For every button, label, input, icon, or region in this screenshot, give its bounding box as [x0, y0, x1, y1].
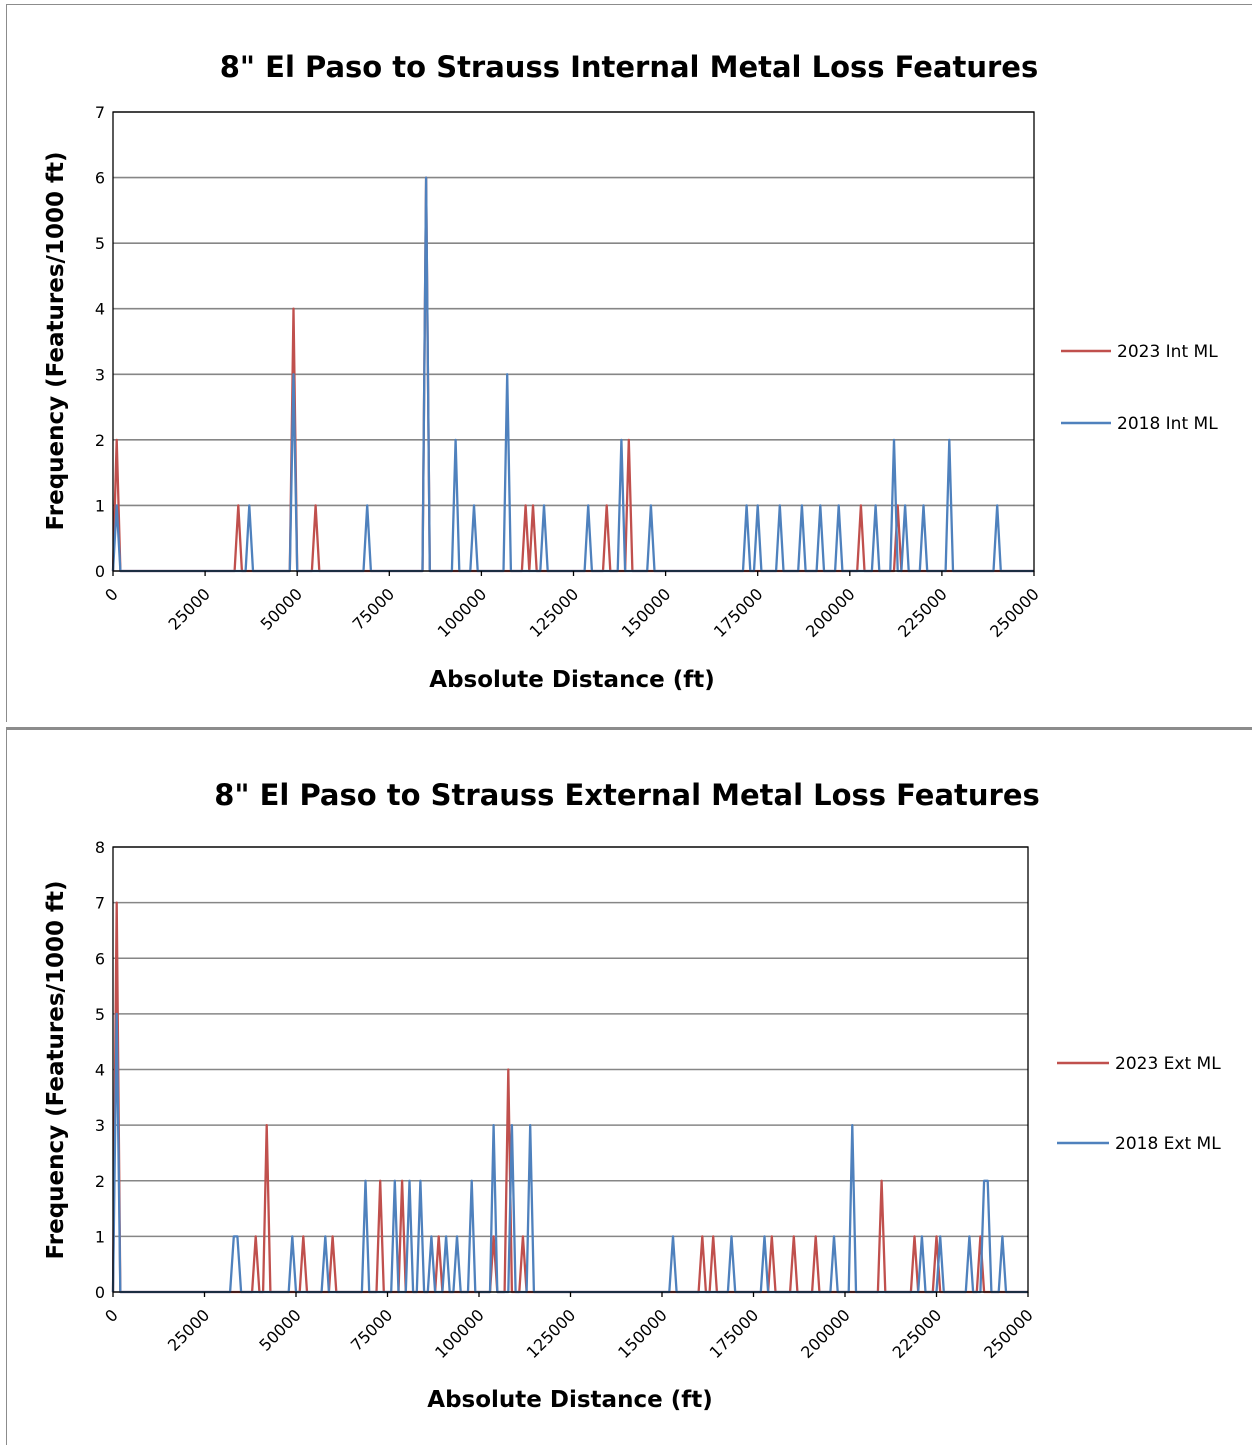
y-tick-label: 7 — [95, 103, 105, 122]
y-tick-label: 1 — [95, 1227, 105, 1246]
y-tick-label: 1 — [95, 496, 105, 515]
x-tick-label: 100000 — [434, 584, 491, 641]
y-tick-label: 2 — [95, 431, 105, 450]
x-tick-label: 75000 — [349, 584, 398, 633]
legend-label-2018: 2018 Ext ML — [1115, 1134, 1221, 1154]
x-tick-label: 125000 — [526, 584, 583, 641]
y-tick-label: 4 — [95, 300, 105, 319]
y-tick-label: 6 — [95, 169, 105, 188]
y-gridlines — [113, 846, 1028, 1293]
x-tick-label: 150000 — [618, 584, 675, 641]
y-tick-label: 2 — [95, 1172, 105, 1191]
chart-title: 8" El Paso to Strauss External Metal Los… — [214, 778, 1040, 812]
x-tick-label: 225000 — [889, 1305, 946, 1362]
x-axis-title: Absolute Distance (ft) — [427, 1387, 712, 1413]
y-tick-label: 8 — [95, 838, 105, 857]
y-tick-label: 4 — [95, 1061, 105, 1080]
internal-chart: 8" El Paso to Strauss Internal Metal Los… — [43, 50, 1218, 693]
external-chart-panel: 8" El Paso to Strauss External Metal Los… — [6, 727, 1252, 1445]
x-tick-label: 25000 — [164, 1305, 213, 1354]
legend-label-2023: 2023 Int ML — [1117, 342, 1218, 362]
x-tick-label: 250000 — [986, 584, 1043, 641]
y-tick-label: 5 — [95, 234, 105, 253]
legend: 2023 Ext ML 2018 Ext ML — [1057, 1054, 1221, 1154]
x-tick-label: 75000 — [347, 1305, 396, 1354]
x-tick-label: 175000 — [710, 584, 767, 641]
chart-title: 8" El Paso to Strauss Internal Metal Los… — [220, 50, 1038, 84]
x-tick-label: 200000 — [802, 584, 859, 641]
legend: 2023 Int ML 2018 Int ML — [1061, 342, 1218, 434]
y-tick-label: 7 — [95, 894, 105, 913]
x-tick-label: 50000 — [255, 1305, 304, 1354]
x-tick-label: 250000 — [980, 1305, 1037, 1362]
x-tick-label: 225000 — [894, 584, 951, 641]
x-tick-label: 0 — [101, 584, 122, 605]
legend-label-2018: 2018 Int ML — [1117, 414, 1218, 434]
x-tick-label: 125000 — [523, 1305, 580, 1362]
series-line-2018 — [111, 1012, 1028, 1294]
x-tick-label: 25000 — [164, 584, 213, 633]
y-tick-label: 6 — [95, 949, 105, 968]
x-tick-label: 200000 — [797, 1305, 854, 1362]
y-axis-title: Frequency (Features/1000 ft) — [43, 881, 69, 1260]
y-tick-label: 0 — [95, 1283, 105, 1302]
y-axis-title: Frequency (Features/1000 ft) — [43, 152, 69, 531]
y-tick-label: 3 — [95, 365, 105, 384]
external-chart: 8" El Paso to Strauss External Metal Los… — [43, 778, 1221, 1413]
x-tick-labels: 0 25000 50000 75000 100000 125000 150000 175000… — [101, 1292, 1037, 1362]
series-line-2023 — [111, 901, 1028, 1294]
x-tick-label: 50000 — [257, 584, 306, 633]
x-tick-labels: 0 25000 50000 75000 100000 125000 150000 175000… — [101, 571, 1043, 641]
x-tick-label: 100000 — [431, 1305, 488, 1362]
x-tick-label: 0 — [101, 1305, 122, 1326]
y-tick-label: 0 — [95, 562, 105, 581]
y-tick-label: 3 — [95, 1116, 105, 1135]
x-tick-label: 175000 — [706, 1305, 763, 1362]
legend-label-2023: 2023 Ext ML — [1115, 1054, 1221, 1074]
series-lines — [111, 901, 1028, 1294]
x-tick-label: 150000 — [614, 1305, 671, 1362]
x-axis-title: Absolute Distance (ft) — [429, 667, 714, 693]
internal-chart-panel: 8" El Paso to Strauss Internal Metal Los… — [6, 4, 1252, 722]
y-tick-label: 5 — [95, 1005, 105, 1024]
y-tick-labels: 0 1 2 3 4 5 6 7 8 — [95, 838, 105, 1302]
y-gridlines — [113, 111, 1034, 572]
y-tick-labels: 0 1 2 3 4 5 6 7 — [95, 103, 105, 581]
